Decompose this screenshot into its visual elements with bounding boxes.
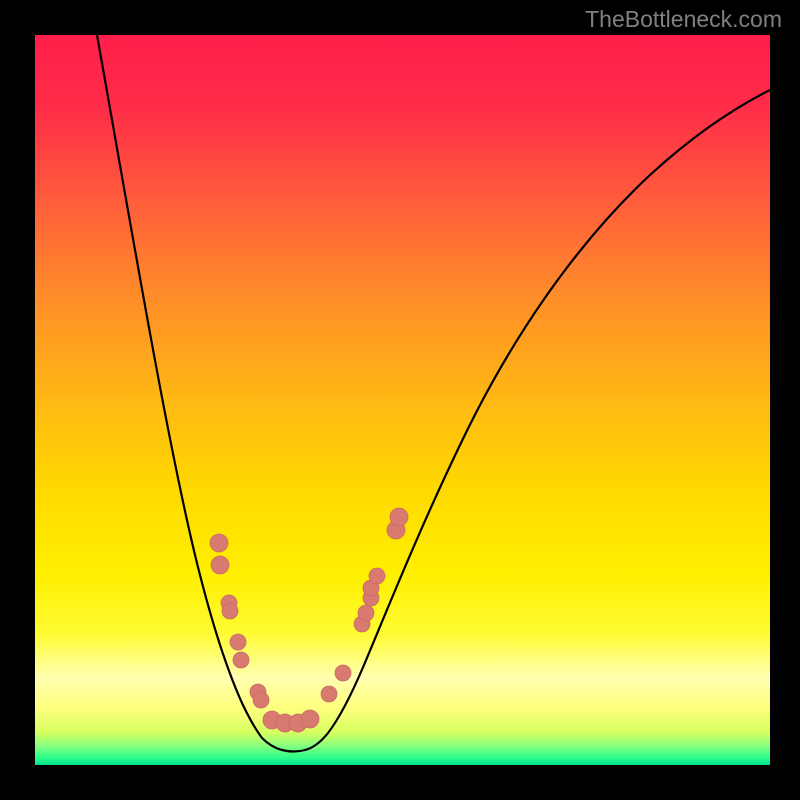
data-marker	[211, 556, 229, 574]
data-marker	[222, 603, 238, 619]
v-curve	[97, 35, 770, 752]
data-marker	[233, 652, 249, 668]
data-marker	[301, 710, 319, 728]
data-marker	[230, 634, 246, 650]
data-marker	[321, 686, 337, 702]
data-marker	[253, 692, 269, 708]
data-marker	[358, 605, 374, 621]
watermark-text: TheBottleneck.com	[585, 6, 782, 33]
data-marker	[390, 508, 408, 526]
plot-area	[35, 35, 770, 765]
data-marker	[335, 665, 351, 681]
data-marker	[369, 568, 385, 584]
curve-layer	[0, 0, 800, 800]
data-marker	[210, 534, 228, 552]
